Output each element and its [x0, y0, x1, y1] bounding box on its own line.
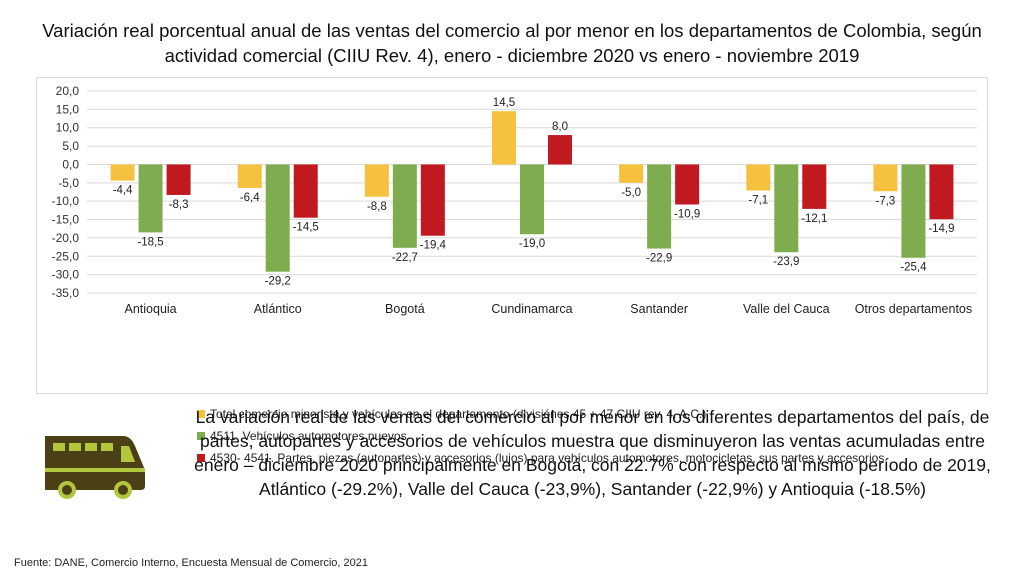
y-tick-label: -25,0	[52, 249, 80, 263]
data-label: -18,5	[137, 236, 163, 248]
data-label: -22,7	[392, 252, 418, 264]
y-tick-label: -5,0	[58, 176, 79, 190]
data-label: -7,3	[876, 195, 896, 207]
data-label: -8,3	[169, 199, 189, 211]
legend-item: 4530- 4541. Partes, piezas (autopartes) …	[197, 447, 884, 469]
chart-frame: 20,0 15,0 10,0 5,0 0,0 -5,0 -10,0 -15,0 -20,0 -25…	[36, 77, 988, 465]
data-label: -4,4	[113, 185, 133, 197]
summary-text: La variación real de las ventas del come…	[194, 407, 991, 499]
bar	[392, 164, 417, 248]
legend-swatch	[197, 432, 205, 440]
bar	[293, 164, 318, 218]
x-category-label: Atlántico	[254, 302, 302, 316]
bar	[746, 164, 771, 191]
data-label: -10,9	[674, 208, 700, 220]
bar	[237, 164, 262, 188]
chart-title: Variación real porcentual anual de las v…	[42, 20, 982, 66]
data-label: -23,9	[773, 256, 799, 268]
data-label: -25,4	[900, 262, 927, 274]
bar	[520, 164, 544, 235]
bar	[166, 164, 191, 195]
data-label: -12,1	[801, 213, 827, 225]
data-label: -19,0	[519, 238, 545, 250]
data-label: -14,9	[928, 223, 954, 235]
rv-camper-icon	[43, 432, 147, 505]
data-label: -19,4	[420, 240, 447, 252]
bar	[929, 164, 954, 220]
bar	[265, 164, 290, 272]
y-tick-label: -20,0	[52, 231, 80, 245]
x-category-label: Cundinamarca	[491, 302, 572, 316]
bar	[364, 164, 389, 197]
bar	[548, 135, 572, 165]
chart-legend: Total comercio minorista y vehículos en …	[197, 403, 884, 469]
y-tick-label: 10,0	[56, 121, 80, 135]
bar	[138, 164, 163, 233]
x-category-label: Santander	[630, 302, 688, 316]
legend-item: Total comercio minorista y vehículos en …	[197, 403, 884, 425]
data-label: -22,9	[646, 253, 672, 265]
y-tick-label: 15,0	[56, 102, 80, 116]
x-category-label: Bogotá	[385, 302, 425, 316]
y-tick-label: -15,0	[52, 213, 80, 227]
legend-swatch	[197, 454, 205, 462]
bar	[802, 164, 827, 209]
data-label: -7,1	[748, 195, 768, 207]
legend-swatch	[197, 410, 205, 418]
y-tick-label: 20,0	[56, 84, 80, 98]
data-label: 14,5	[493, 97, 515, 109]
data-label: -29,2	[265, 276, 291, 288]
y-tick-label: -35,0	[52, 286, 80, 300]
bar	[420, 164, 445, 236]
x-category-label: Valle del Cauca	[743, 302, 830, 316]
data-label: 8,0	[552, 121, 568, 133]
legend-label: 4511. Vehículos automotores nuevos	[210, 429, 407, 443]
legend-label: Total comercio minorista y vehículos en …	[210, 407, 707, 421]
data-label: -14,5	[293, 222, 319, 234]
bar	[647, 164, 672, 249]
y-tick-label: 5,0	[62, 139, 79, 153]
data-label: -8,8	[367, 201, 387, 213]
bar	[774, 164, 799, 253]
source-note: Fuente: DANE, Comercio Interno, Encuesta…	[14, 557, 369, 569]
data-label: -5,0	[621, 187, 641, 199]
y-tick-label: 0,0	[62, 157, 79, 171]
y-tick-label: -10,0	[52, 194, 80, 208]
legend-item: 4511. Vehículos automotores nuevos	[197, 425, 884, 447]
y-tick-label: -30,0	[52, 268, 80, 282]
x-category-label: Otros departamentos	[855, 302, 972, 316]
bar	[110, 164, 135, 181]
bar	[492, 111, 516, 165]
bar	[675, 164, 700, 205]
legend-label: 4530- 4541. Partes, piezas (autopartes) …	[210, 451, 885, 465]
data-label: -6,4	[240, 192, 260, 204]
bar	[619, 164, 644, 183]
x-category-label: Antioquia	[125, 302, 177, 316]
bar-chart: 20,0 15,0 10,0 5,0 0,0 -5,0 -10,0 -15,0 -20,0 -25…	[52, 84, 977, 316]
bar	[901, 164, 926, 258]
bar	[873, 164, 898, 192]
